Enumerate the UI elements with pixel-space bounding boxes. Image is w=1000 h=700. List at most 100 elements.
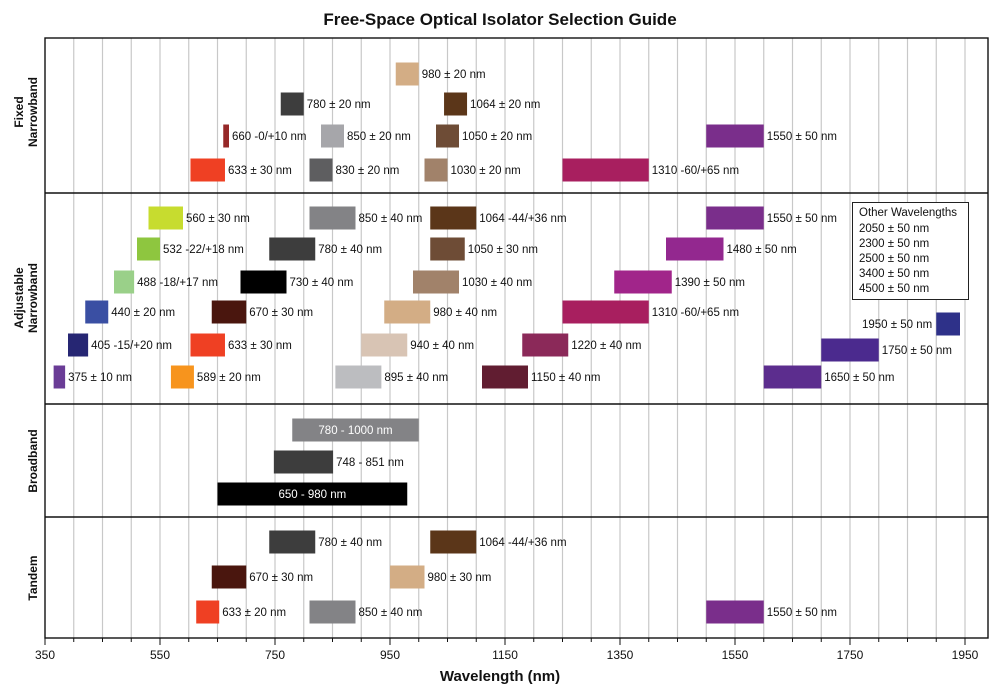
x-tick-label: 550 xyxy=(150,648,170,662)
bar-label: 850 ± 20 nm xyxy=(347,131,411,143)
isolator-bar xyxy=(763,365,822,389)
bar-label: 895 ± 40 nm xyxy=(384,372,448,384)
bar-label: 1550 ± 50 nm xyxy=(767,131,837,143)
section-label-line: Narrowband xyxy=(26,262,40,334)
isolator-bar xyxy=(269,530,316,554)
isolator-bar xyxy=(211,300,247,324)
isolator-bar xyxy=(614,270,672,294)
x-tick-label: 1750 xyxy=(837,648,864,662)
bar-label: 1064 ± 20 nm xyxy=(470,99,540,111)
isolator-bar xyxy=(361,333,408,357)
isolator-bar xyxy=(384,300,431,324)
bar-label: 1220 ± 40 nm xyxy=(571,340,641,352)
isolator-bar xyxy=(170,365,194,389)
other-wavelength-item: 3400 ± 50 nm xyxy=(859,268,930,280)
isolator-bar xyxy=(196,600,220,624)
bar-label: 780 ± 40 nm xyxy=(318,537,382,549)
bar-label: 1550 ± 50 nm xyxy=(767,213,837,225)
bar-label: 1950 ± 50 nm xyxy=(862,319,932,331)
section-label-line: Tandem xyxy=(26,555,40,601)
x-tick-label: 1950 xyxy=(952,648,979,662)
bar-label: 1750 ± 50 nm xyxy=(882,345,952,357)
isolator-bar xyxy=(114,270,135,294)
isolator-bar xyxy=(223,124,229,148)
isolator-bar xyxy=(430,206,477,230)
other-wavelengths-box: Other Wavelengths 2050 ± 50 nm 2300 ± 50… xyxy=(852,202,969,300)
bar-label: 1480 ± 50 nm xyxy=(727,244,797,256)
isolator-bar xyxy=(522,333,569,357)
isolator-bar xyxy=(148,206,183,230)
section-label-line: Adjustable xyxy=(12,267,26,329)
isolator-bar xyxy=(413,270,459,294)
bar-label: 1030 ± 20 nm xyxy=(451,165,521,177)
bar-label: 1390 ± 50 nm xyxy=(675,277,745,289)
other-wavelength-item: 2500 ± 50 nm xyxy=(859,253,930,265)
isolator-bar xyxy=(273,450,334,474)
bar-label: 1650 ± 50 nm xyxy=(824,372,894,384)
bar-label: 1050 ± 30 nm xyxy=(468,244,538,256)
isolator-bar xyxy=(68,333,89,357)
section-label-line: Fixed xyxy=(12,96,26,128)
bar-label: 560 ± 30 nm xyxy=(186,213,250,225)
isolator-bar xyxy=(562,158,649,182)
bar-label: 660 -0/+10 nm xyxy=(232,131,306,143)
isolator-bar xyxy=(240,270,287,294)
isolator-bar xyxy=(562,300,649,324)
isolator-bar xyxy=(53,365,66,389)
bar-label: 980 ± 40 nm xyxy=(433,307,497,319)
bar-label: 1050 ± 20 nm xyxy=(462,131,532,143)
other-wavelength-item: 2050 ± 50 nm xyxy=(859,223,930,235)
isolator-bar xyxy=(936,312,960,336)
bar-label: 780 ± 40 nm xyxy=(318,244,382,256)
bar-label: 1030 ± 40 nm xyxy=(462,277,532,289)
bar-label: 488 -18/+17 nm xyxy=(137,277,218,289)
bar-label: 780 ± 20 nm xyxy=(307,99,371,111)
bar-label: 633 ± 30 nm xyxy=(228,340,292,352)
x-tick-label: 1150 xyxy=(492,648,518,662)
bar-label: 1310 -60/+65 nm xyxy=(652,165,739,177)
isolator-bar xyxy=(85,300,109,324)
section-label-line: Narrowband xyxy=(26,76,40,148)
x-tick-label: 1350 xyxy=(607,648,634,662)
isolator-bar xyxy=(706,124,764,148)
bar-label: 633 ± 30 nm xyxy=(228,165,292,177)
isolator-bar xyxy=(482,365,528,389)
bar-label: 730 ± 40 nm xyxy=(290,277,354,289)
x-tick-label: 350 xyxy=(35,648,55,662)
isolator-bar xyxy=(190,158,225,182)
isolator-bar xyxy=(821,338,879,362)
section-label-adjustable: Adjustable Narrowband xyxy=(12,263,40,333)
bar-label: 850 ± 40 nm xyxy=(359,213,423,225)
bar-label: 375 ± 10 nm xyxy=(68,372,132,384)
isolator-bar xyxy=(390,565,425,589)
x-tick-label: 750 xyxy=(265,648,285,662)
isolator-bar xyxy=(335,365,382,389)
bar-label: 748 - 851 nm xyxy=(336,457,404,469)
other-wavelength-item: 4500 ± 50 nm xyxy=(859,283,930,295)
section-label-fixed: Fixed Narrowband xyxy=(12,77,40,147)
bar-label: 589 ± 20 nm xyxy=(197,372,261,384)
bar-label: 1550 ± 50 nm xyxy=(767,607,837,619)
bar-label: 532 -22/+18 nm xyxy=(163,244,244,256)
isolator-bar xyxy=(280,92,304,116)
isolator-bar xyxy=(430,530,477,554)
bar-label: 1150 ± 40 nm xyxy=(531,372,600,384)
bar-label: 1064 -44/+36 nm xyxy=(479,537,566,549)
other-wavelength-item: 2300 ± 50 nm xyxy=(859,238,930,250)
isolator-bar xyxy=(430,237,465,261)
chart-title: Free-Space Optical Isolator Selection Gu… xyxy=(323,10,677,29)
isolator-bar xyxy=(309,158,333,182)
bar-label: 670 ± 30 nm xyxy=(249,572,313,584)
bar-label: 440 ± 20 nm xyxy=(111,307,175,319)
isolator-bar xyxy=(436,124,459,148)
bar-label: 1064 -44/+36 nm xyxy=(479,213,566,225)
bar-label: 405 -15/+20 nm xyxy=(91,340,172,352)
bar-label: 650 - 980 nm xyxy=(278,489,346,501)
bar-label: 1310 -60/+65 nm xyxy=(652,307,739,319)
isolator-bar xyxy=(444,92,468,116)
section-label-line: Broadband xyxy=(26,429,40,493)
plot-frame xyxy=(44,37,989,639)
bar-label: 980 ± 30 nm xyxy=(428,572,492,584)
isolator-bar xyxy=(706,206,764,230)
